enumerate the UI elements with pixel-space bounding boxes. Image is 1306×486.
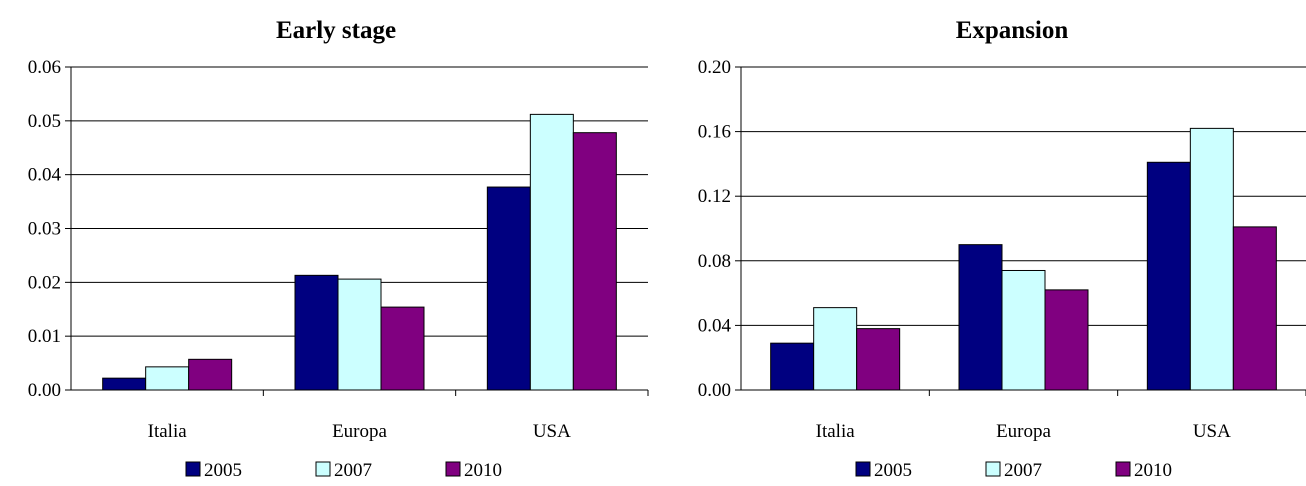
- legend-label: 2005: [874, 460, 912, 481]
- bar-2007-italia: [813, 307, 858, 391]
- y-tick-label: 0.12: [698, 186, 731, 207]
- bar-2007-europa: [337, 278, 382, 391]
- chart-expansion-svg: Expansion 0.00 0.04 0.08 0.12 0.16 0.20 Italia E…: [698, 17, 1306, 481]
- legend-swatch-2005: [185, 461, 201, 477]
- legend-label: 2007: [1004, 460, 1042, 481]
- bar-2005-europa: [958, 244, 1003, 391]
- x-tick-label: Europa: [332, 421, 387, 442]
- bar-2007-italia: [145, 366, 190, 391]
- y-tick-label: 0.03: [28, 219, 61, 240]
- y-tick-label: 0.05: [28, 111, 61, 132]
- x-tick-label: Italia: [148, 421, 188, 442]
- x-tick-label: USA: [533, 421, 571, 442]
- legend-swatch-2010: [1115, 461, 1131, 477]
- y-tick-label: 0.06: [28, 57, 61, 78]
- y-tick-label: 0.04: [698, 315, 732, 336]
- x-tick-label: USA: [1193, 421, 1231, 442]
- legend-label: 2005: [204, 460, 242, 481]
- x-tick-label: Italia: [816, 421, 856, 442]
- bar-2010-usa: [1232, 226, 1277, 391]
- bar-2010-europa: [1044, 289, 1089, 391]
- chart-title: Early stage: [276, 17, 396, 44]
- x-tick-label: Europa: [996, 421, 1051, 442]
- y-tick-label: 0.04: [28, 165, 62, 186]
- legend-label: 2010: [1134, 460, 1172, 481]
- bar-2007-europa: [1001, 269, 1046, 391]
- bar-2007-usa: [1189, 127, 1234, 391]
- legend-swatch-2005: [855, 461, 871, 477]
- bar-2005-italia: [770, 342, 815, 391]
- y-tick-label: 0.01: [28, 326, 61, 347]
- legend-swatch-2010: [445, 461, 461, 477]
- bar-2010-italia: [188, 358, 233, 391]
- y-tick-label: 0.02: [28, 272, 61, 293]
- chart-title: Expansion: [956, 17, 1069, 44]
- y-tick-label: 0.00: [698, 380, 731, 401]
- chart-early-stage: Early stage 0.00 0.01 0.02 0.03 0.04 0.05 0.06 I…: [0, 0, 650, 481]
- y-tick-label: 0.00: [28, 380, 61, 401]
- bar-2010-usa: [572, 132, 617, 391]
- bar-2005-italia: [102, 377, 147, 391]
- y-tick-label: 0.08: [698, 251, 731, 272]
- bar-2005-europa: [294, 274, 339, 391]
- legend-swatch-2007: [315, 461, 331, 477]
- legend-swatch-2007: [985, 461, 1001, 477]
- bar-2007-usa: [529, 113, 574, 391]
- legend-label: 2010: [464, 460, 502, 481]
- bar-2010-europa: [380, 306, 425, 391]
- legend-label: 2007: [334, 460, 372, 481]
- bar-2005-usa: [1146, 161, 1191, 391]
- y-tick-label: 0.20: [698, 57, 731, 78]
- y-tick-label: 0.16: [698, 122, 731, 143]
- chart-early-stage-svg: Early stage 0.00 0.01 0.02 0.03 0.04 0.05 0.06 I…: [28, 17, 649, 481]
- bar-2005-usa: [486, 186, 531, 391]
- bar-2010-italia: [856, 328, 901, 391]
- chart-expansion: Expansion 0.00 0.04 0.08 0.12 0.16 0.20 Italia E…: [656, 0, 1306, 481]
